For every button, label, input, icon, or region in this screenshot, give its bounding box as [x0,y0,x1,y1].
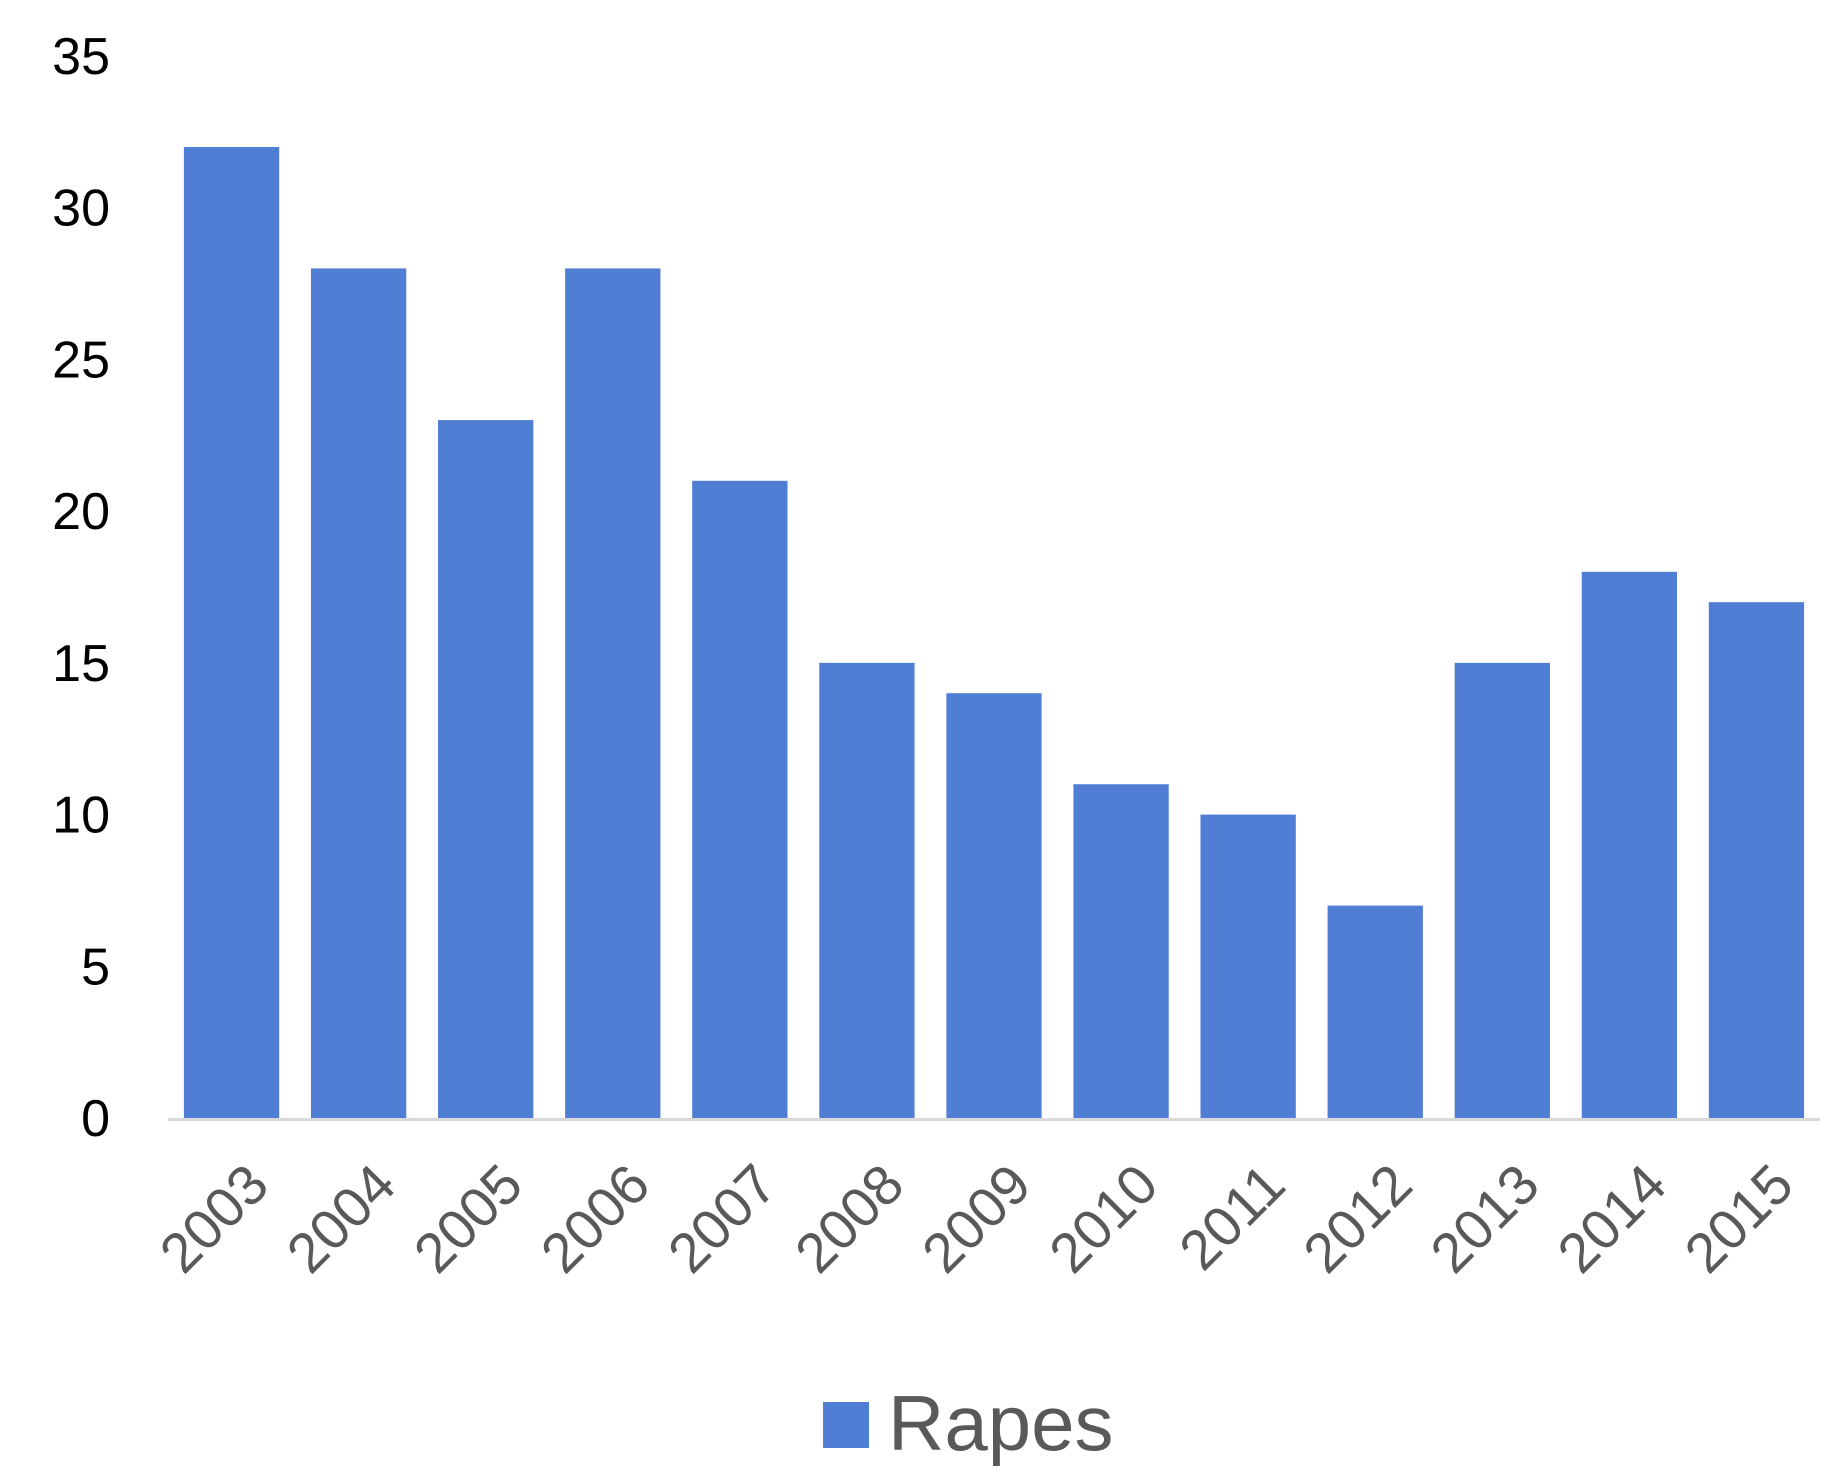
legend: Rapes [823,1379,1113,1467]
y-tick-label: 35 [52,28,110,86]
x-tick-label: 2003 [147,1152,280,1285]
x-tick-label: 2009 [910,1152,1043,1285]
bar-2014 [1581,571,1678,1118]
x-axis: 2003200420052006200720082009201020112012… [147,1152,1805,1285]
bar-2013 [1454,662,1550,1118]
y-tick-label: 15 [52,635,110,693]
bar-2011 [1200,814,1296,1118]
y-tick-label: 5 [81,938,110,996]
x-tick-label: 2005 [402,1152,535,1285]
bar-series [183,147,1805,1119]
legend-swatch [823,1402,869,1448]
x-tick-label: 2015 [1672,1152,1805,1285]
y-tick-label: 0 [81,1090,110,1148]
x-tick-label: 2006 [529,1152,662,1285]
x-tick-label: 2007 [656,1152,789,1285]
x-tick-label: 2008 [783,1152,916,1285]
legend-label: Rapes [888,1379,1113,1467]
x-tick-label: 2004 [274,1152,407,1285]
bar-2015 [1708,602,1805,1118]
x-tick-label: 2012 [1291,1152,1424,1285]
x-tick-label: 2013 [1418,1152,1551,1285]
y-tick-label: 10 [52,787,110,845]
bar-2003 [183,147,280,1118]
x-tick-label: 2011 [1167,1152,1297,1282]
y-axis: 0 5 10 15 20 25 30 35 [52,28,110,1148]
bar-2008 [819,662,915,1118]
bar-2007 [692,480,788,1118]
x-tick-label: 2014 [1545,1152,1678,1285]
y-tick-label: 20 [52,483,110,541]
y-tick-label: 30 [52,180,110,238]
bar-2004 [310,268,407,1118]
bar-2009 [946,693,1042,1118]
bar-2010 [1073,784,1169,1118]
x-tick-label: 2010 [1037,1152,1170,1285]
bar-2006 [565,268,661,1118]
bar-2012 [1327,905,1423,1118]
y-tick-label: 25 [52,331,110,389]
bar-2005 [438,420,534,1119]
